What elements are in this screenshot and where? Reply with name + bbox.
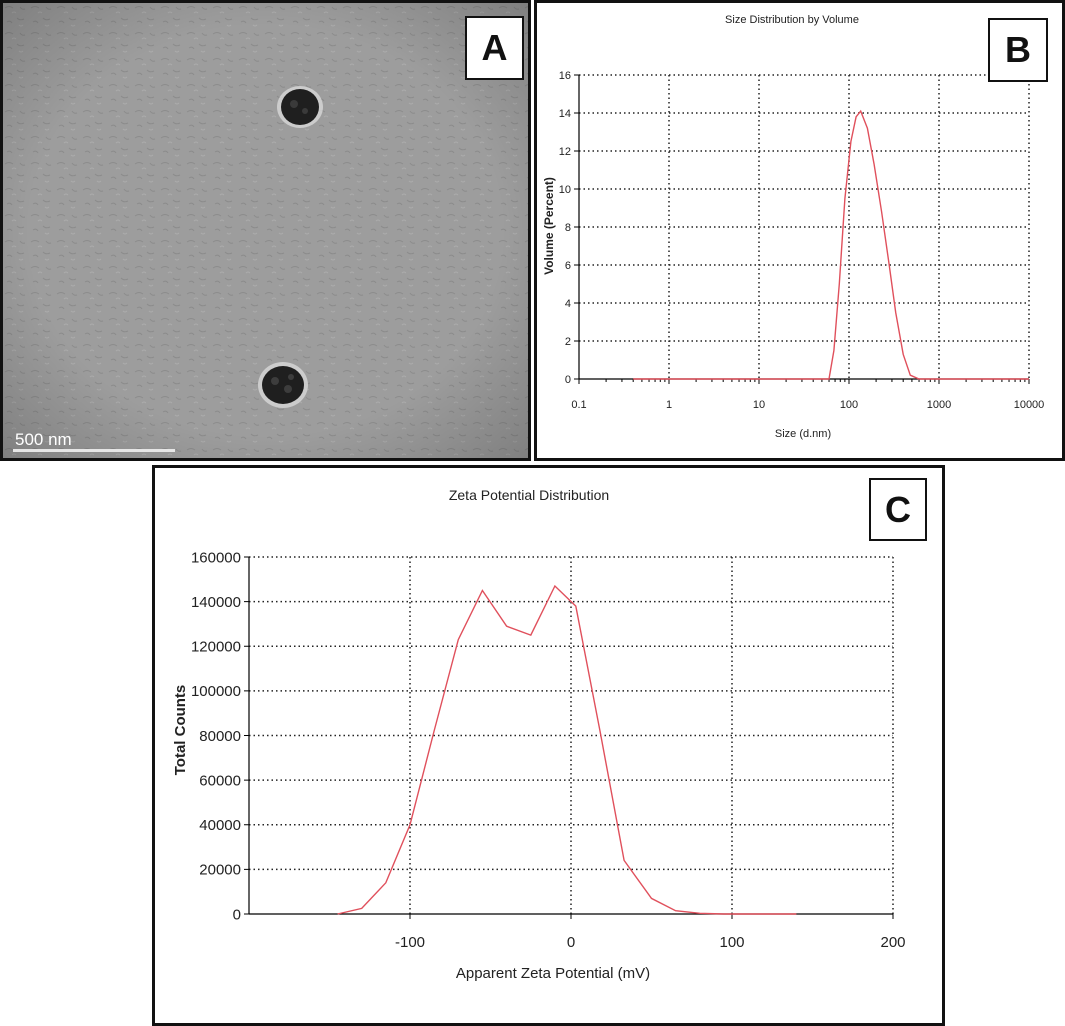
x-axis-label: Apparent Zeta Potential (mV) <box>456 965 650 982</box>
tem-image-panel: A 500 nm <box>0 0 531 461</box>
panel-letter-a: A <box>465 16 524 80</box>
y-tick-label: 12 <box>559 146 571 158</box>
nanoparticle-1 <box>277 86 323 128</box>
scale-bar <box>13 449 175 452</box>
x-axis-label: Size (d.nm) <box>775 428 831 440</box>
x-tick-label: -100 <box>395 934 425 951</box>
y-axis-label: Volume (Percent) <box>542 177 556 275</box>
x-tick-label: 0 <box>567 934 575 951</box>
y-tick-label: 160000 <box>191 549 241 566</box>
size-distribution-panel: Size Distribution by Volume Volume (Perc… <box>534 0 1065 461</box>
y-tick-label: 100000 <box>191 683 241 700</box>
y-tick-label: 0 <box>233 906 241 923</box>
nanoparticle-2 <box>258 362 308 408</box>
y-tick-label: 8 <box>565 222 571 234</box>
y-axis-label: Total Counts <box>172 685 189 776</box>
panel-letter-b: B <box>988 18 1048 82</box>
size-distribution-chart: Size Distribution by Volume Volume (Perc… <box>542 14 1045 440</box>
x-tick-label: 10 <box>753 399 765 411</box>
x-tick-label: 0.1 <box>571 399 586 411</box>
series-line <box>633 109 1029 380</box>
panel-letter-c: C <box>869 478 927 541</box>
y-tick-label: 120000 <box>191 639 241 656</box>
chart-title: Size Distribution by Volume <box>725 14 859 26</box>
x-tick-label: 10000 <box>1014 399 1045 411</box>
y-tick-label: 40000 <box>199 817 241 834</box>
y-tick-label: 14 <box>559 108 571 120</box>
x-tick-label: 1 <box>666 399 672 411</box>
scale-bar-label: 500 nm <box>15 430 72 449</box>
y-tick-label: 80000 <box>199 728 241 745</box>
y-tick-label: 16 <box>559 70 571 82</box>
y-tick-label: 20000 <box>199 862 241 879</box>
x-tick-label: 1000 <box>927 399 951 411</box>
y-tick-label: 10 <box>559 184 571 196</box>
y-tick-label: 140000 <box>191 594 241 611</box>
chart-title: Zeta Potential Distribution <box>449 487 609 503</box>
y-tick-label: 2 <box>565 336 571 348</box>
y-tick-label: 0 <box>565 374 571 386</box>
zeta-potential-panel: Zeta Potential Distribution Total Counts… <box>152 465 945 1026</box>
y-tick-label: 4 <box>565 298 571 310</box>
y-tick-label: 6 <box>565 260 571 272</box>
x-tick-label: 200 <box>880 934 905 951</box>
x-tick-label: 100 <box>840 399 858 411</box>
y-tick-label: 60000 <box>199 772 241 789</box>
series-line <box>337 584 797 915</box>
x-tick-label: 100 <box>719 934 744 951</box>
zeta-potential-chart: Zeta Potential Distribution Total Counts… <box>172 487 906 982</box>
tem-micrograph <box>3 3 528 458</box>
